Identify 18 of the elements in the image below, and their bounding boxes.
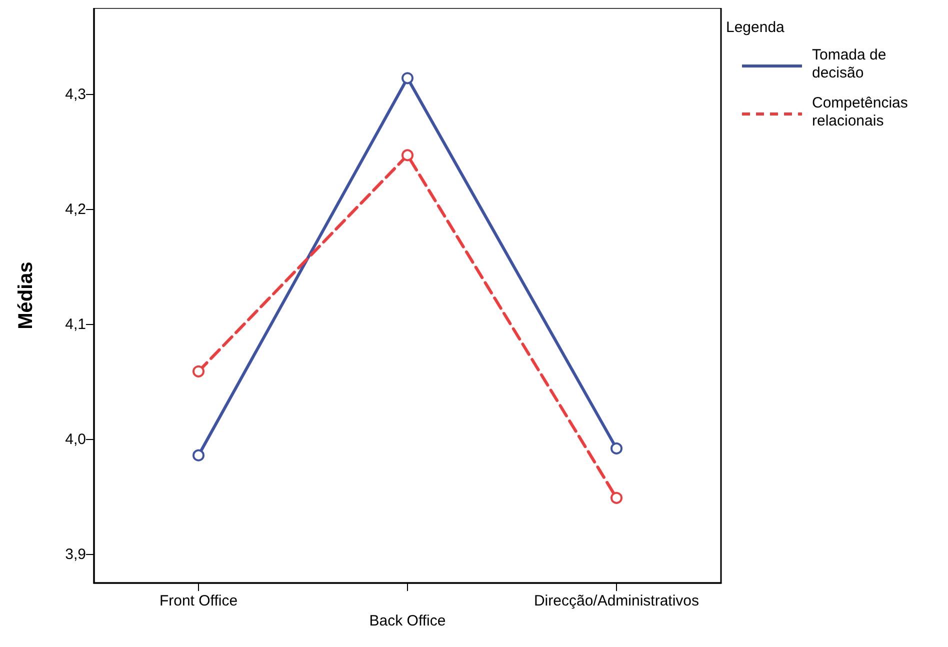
- point: [402, 72, 414, 84]
- point: [192, 449, 204, 462]
- y-tick-label: 4,0: [65, 430, 86, 448]
- x-tick-label: Front Office: [159, 592, 238, 610]
- point: [610, 442, 622, 454]
- point: [402, 149, 414, 162]
- x-tick-label: Direcção/Administrativos: [534, 592, 700, 610]
- y-tick-label: 3,9: [65, 546, 86, 563]
- point: [192, 365, 204, 378]
- x-tick-label: Back Office: [369, 612, 446, 630]
- point: [610, 492, 622, 504]
- y-tick-label: 4,2: [65, 200, 86, 218]
- legend-title: Legenda: [726, 19, 786, 36]
- y-tick-label: 4,3: [65, 86, 86, 103]
- legend-label: Competências relacionais: [812, 94, 912, 130]
- legend-label: Tomada de decisão: [812, 46, 890, 82]
- y-tick-label: 4,1: [65, 316, 86, 333]
- y-axis-title: Médias: [15, 262, 37, 330]
